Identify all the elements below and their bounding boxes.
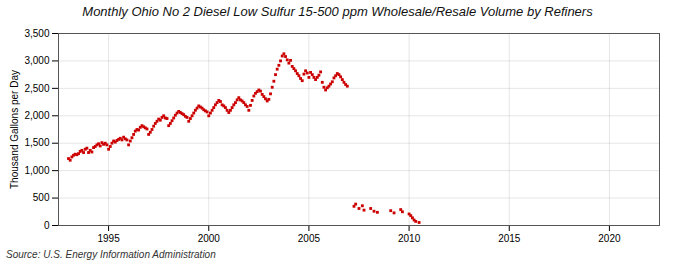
svg-text:1,000: 1,000 xyxy=(24,165,49,176)
svg-text:2000: 2000 xyxy=(198,233,221,244)
svg-text:500: 500 xyxy=(33,192,50,203)
svg-text:1,500: 1,500 xyxy=(24,137,49,148)
svg-text:3,500: 3,500 xyxy=(24,28,49,39)
html-text:Monthly Ohio No 2 Diesel Low S: Monthly Ohio No 2 Diesel Low Sulfur 15-5… xyxy=(82,4,593,19)
svg-text:Thousand Gallons per Day: Thousand Gallons per Day xyxy=(9,70,20,189)
svg-text:0: 0 xyxy=(44,220,50,231)
svg-text:3,000: 3,000 xyxy=(24,55,49,66)
svg-text:1995: 1995 xyxy=(97,233,120,244)
svg-text:2015: 2015 xyxy=(498,233,521,244)
svg-text:2,000: 2,000 xyxy=(24,110,49,121)
svg-text:2,500: 2,500 xyxy=(24,83,49,94)
svg-text:2020: 2020 xyxy=(598,233,621,244)
svg-text:2010: 2010 xyxy=(398,233,421,244)
svg-text:2005: 2005 xyxy=(298,233,321,244)
html-text:Source: U.S. Energy Informatio: Source: U.S. Energy Information Administ… xyxy=(6,249,216,260)
